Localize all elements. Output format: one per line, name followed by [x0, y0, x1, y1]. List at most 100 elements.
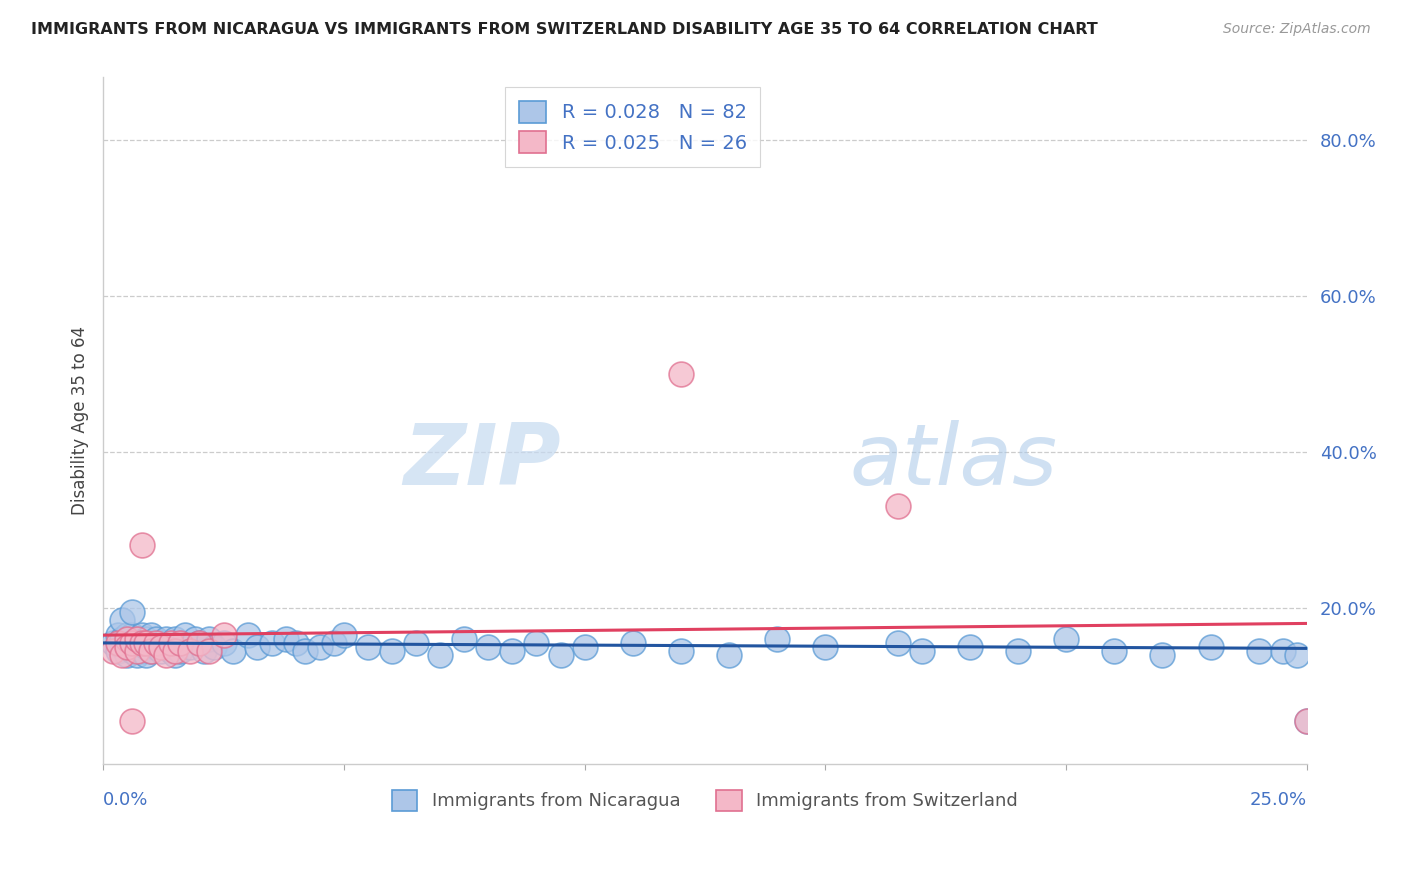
Point: [1007, 644, 1029, 658]
Text: Source: ZipAtlas.com: Source: ZipAtlas.com: [1223, 22, 1371, 37]
Point: [1104, 644, 1126, 658]
Point: [284, 636, 307, 650]
Point: [236, 628, 259, 642]
Point: [131, 636, 153, 650]
Point: [188, 636, 211, 650]
Point: [1271, 644, 1294, 658]
Point: [323, 636, 346, 650]
Point: [1295, 714, 1317, 728]
Point: [115, 640, 138, 654]
Point: [121, 714, 143, 728]
Point: [125, 644, 148, 658]
Point: [188, 636, 211, 650]
Point: [718, 648, 741, 662]
Point: [121, 644, 143, 658]
Point: [886, 636, 908, 650]
Point: [453, 632, 475, 646]
Point: [357, 640, 380, 654]
Point: [212, 636, 235, 650]
Point: [131, 538, 153, 552]
Point: [125, 632, 148, 646]
Text: IMMIGRANTS FROM NICARAGUA VS IMMIGRANTS FROM SWITZERLAND DISABILITY AGE 35 TO 64: IMMIGRANTS FROM NICARAGUA VS IMMIGRANTS …: [31, 22, 1098, 37]
Point: [111, 613, 134, 627]
Y-axis label: Disability Age 35 to 64: Disability Age 35 to 64: [72, 326, 89, 516]
Point: [814, 640, 837, 654]
Text: 0.0%: 0.0%: [103, 791, 149, 809]
Point: [115, 628, 138, 642]
Point: [222, 644, 245, 658]
Point: [125, 648, 148, 662]
Point: [1054, 632, 1077, 646]
Point: [121, 628, 143, 642]
Point: [477, 640, 499, 654]
Point: [115, 632, 138, 646]
Point: [405, 636, 427, 650]
Point: [145, 636, 167, 650]
Point: [135, 636, 157, 650]
Point: [165, 644, 187, 658]
Point: [141, 636, 163, 650]
Point: [141, 628, 163, 642]
Point: [550, 648, 572, 662]
Point: [115, 648, 138, 662]
Point: [111, 640, 134, 654]
Point: [125, 632, 148, 646]
Point: [669, 367, 692, 381]
Point: [149, 636, 172, 650]
Point: [1295, 714, 1317, 728]
Point: [131, 644, 153, 658]
Text: ZIP: ZIP: [404, 420, 561, 503]
Point: [159, 644, 181, 658]
Point: [501, 644, 523, 658]
Point: [169, 644, 191, 658]
Point: [333, 628, 356, 642]
Point: [1199, 640, 1222, 654]
Point: [145, 632, 167, 646]
Point: [155, 632, 177, 646]
Point: [911, 644, 934, 658]
Point: [107, 636, 129, 650]
Point: [165, 632, 187, 646]
Point: [101, 636, 124, 650]
Point: [294, 644, 316, 658]
Point: [149, 640, 172, 654]
Point: [155, 648, 177, 662]
Point: [111, 632, 134, 646]
Point: [121, 636, 143, 650]
Point: [135, 632, 157, 646]
Point: [131, 636, 153, 650]
Point: [193, 644, 215, 658]
Text: 25.0%: 25.0%: [1250, 791, 1306, 809]
Point: [1286, 648, 1309, 662]
Point: [246, 640, 269, 654]
Point: [574, 640, 596, 654]
Point: [115, 636, 138, 650]
Point: [107, 644, 129, 658]
Point: [159, 636, 181, 650]
Point: [111, 648, 134, 662]
Point: [131, 628, 153, 642]
Point: [274, 632, 297, 646]
Point: [149, 644, 172, 658]
Point: [766, 632, 789, 646]
Point: [669, 644, 692, 658]
Point: [169, 636, 191, 650]
Point: [183, 632, 205, 646]
Point: [101, 644, 124, 658]
Point: [107, 628, 129, 642]
Legend: Immigrants from Nicaragua, Immigrants from Switzerland: Immigrants from Nicaragua, Immigrants fr…: [380, 777, 1031, 823]
Point: [125, 640, 148, 654]
Point: [526, 636, 548, 650]
Point: [155, 640, 177, 654]
Point: [886, 500, 908, 514]
Point: [165, 648, 187, 662]
Point: [621, 636, 644, 650]
Point: [121, 605, 143, 619]
Point: [141, 644, 163, 658]
Point: [202, 640, 225, 654]
Point: [381, 644, 404, 658]
Point: [121, 636, 143, 650]
Point: [145, 640, 167, 654]
Point: [135, 640, 157, 654]
Point: [212, 628, 235, 642]
